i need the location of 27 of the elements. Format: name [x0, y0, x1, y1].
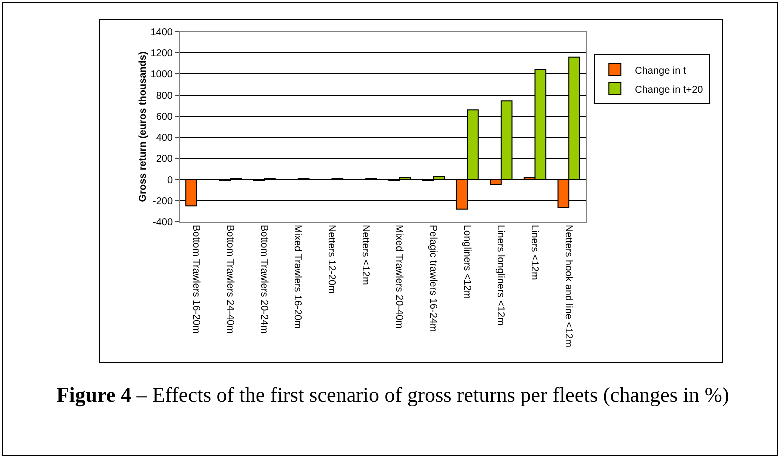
legend-label: Change in t [635, 66, 686, 77]
x-tick-label: Bottom Trawlers 16-20m [190, 225, 202, 334]
y-axis-title: Gross return (euros thousands) [138, 52, 149, 202]
y-tick-label: 1400 [150, 28, 174, 38]
x-tick-label: Netters 12-20m [326, 225, 337, 294]
x-tick-label: Bottom Trawlers 20-24m [258, 225, 270, 334]
x-tick-label: Bottom Trawlers 24-40m [224, 225, 236, 334]
x-tick-label: Pelagic trawlers 16-24m [428, 225, 438, 332]
x-tick-label: Liners longliners <12m [495, 225, 506, 326]
y-tick-label: -200 [152, 196, 174, 208]
y-tick-label: 1000 [150, 70, 174, 81]
y-tick-label: -400 [152, 218, 174, 228]
x-tick-label: Netters hook and line <12m [562, 225, 574, 348]
x-tick-label: Mixed Trawlers 20-40m [394, 225, 405, 329]
y-tick-label: 800 [156, 90, 174, 102]
caption: Figure 4 [56, 383, 132, 407]
y-tick-label: 600 [156, 112, 174, 123]
x-tick-label: Longliners <12m [461, 225, 472, 300]
y-tick-label: 400 [156, 133, 174, 144]
y-tick-label: 0 [167, 175, 174, 186]
x-tick-label: Liners <12m [529, 225, 540, 280]
x-tick-label: Mixed Trawlers 16-20m [292, 225, 304, 329]
x-tick-label: Netters <12m [360, 225, 371, 286]
legend-label: Change in t+20 [635, 84, 704, 96]
text: – Effects of the first scenario of gross returns per fleets (changes in %) [136, 383, 730, 407]
y-tick-label: 200 [156, 154, 174, 166]
y-tick-label: 1200 [150, 48, 174, 60]
